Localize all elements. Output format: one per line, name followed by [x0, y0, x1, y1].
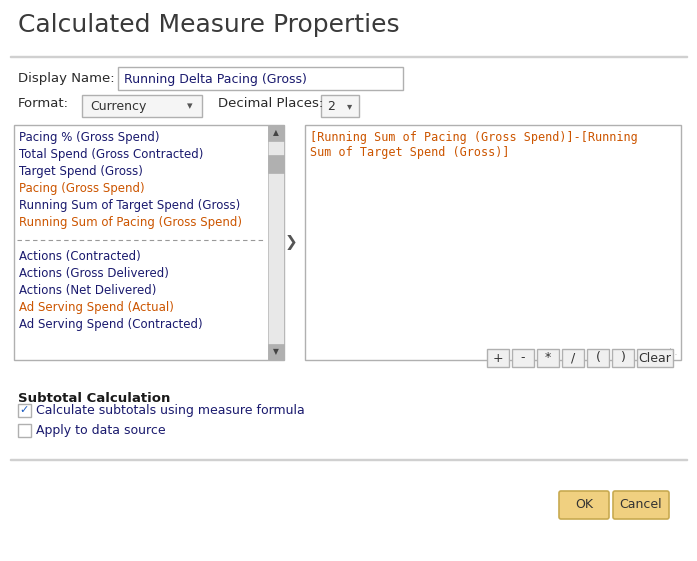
Bar: [18, 424, 31, 437]
Text: Running Sum of Pacing (Gross Spend): Running Sum of Pacing (Gross Spend): [19, 216, 242, 229]
Bar: [14, 125, 284, 360]
Text: Apply to data source: Apply to data source: [36, 424, 166, 437]
Text: Decimal Places:: Decimal Places:: [218, 96, 323, 109]
Text: OK: OK: [575, 499, 593, 512]
Bar: [268, 155, 284, 173]
Bar: [10, 459, 687, 460]
Bar: [268, 125, 284, 141]
Text: Running Sum of Target Spend (Gross): Running Sum of Target Spend (Gross): [19, 199, 240, 212]
FancyBboxPatch shape: [559, 491, 609, 519]
Text: Running Delta Pacing (Gross): Running Delta Pacing (Gross): [124, 72, 307, 85]
Text: +: +: [493, 352, 503, 365]
Text: *: *: [545, 352, 551, 365]
Text: Pacing (Gross Spend): Pacing (Gross Spend): [19, 182, 144, 195]
Text: ): ): [620, 352, 625, 365]
Text: Actions (Gross Delivered): Actions (Gross Delivered): [19, 267, 169, 280]
Text: ❯: ❯: [284, 234, 298, 250]
Text: Format:: Format:: [18, 96, 69, 109]
Bar: [10, 56, 687, 57]
Bar: [537, 349, 559, 367]
Bar: [82, 95, 202, 117]
Bar: [587, 349, 609, 367]
Bar: [612, 349, 634, 367]
Bar: [512, 349, 534, 367]
Text: (: (: [595, 352, 600, 365]
Text: Currency: Currency: [90, 99, 146, 113]
Bar: [321, 95, 359, 117]
Text: Sum of Target Spend (Gross)]: Sum of Target Spend (Gross)]: [310, 146, 510, 159]
Text: ⋱: ⋱: [668, 347, 677, 356]
Text: ▼: ▼: [273, 347, 279, 356]
Text: Clear: Clear: [638, 352, 671, 365]
Text: ▾: ▾: [187, 101, 193, 111]
Bar: [18, 404, 31, 417]
Text: Calculated Measure Properties: Calculated Measure Properties: [18, 13, 399, 37]
Bar: [487, 349, 509, 367]
Bar: [268, 125, 284, 360]
Text: Total Spend (Gross Contracted): Total Spend (Gross Contracted): [19, 148, 204, 161]
Text: -: -: [521, 352, 526, 365]
Text: Ad Serving Spend (Actual): Ad Serving Spend (Actual): [19, 301, 174, 314]
Text: Calculate subtotals using measure formula: Calculate subtotals using measure formul…: [36, 404, 305, 417]
Text: Target Spend (Gross): Target Spend (Gross): [19, 165, 143, 178]
Bar: [305, 125, 681, 360]
Bar: [562, 349, 584, 367]
Text: Display Name:: Display Name:: [18, 71, 114, 85]
Text: Ad Serving Spend (Contracted): Ad Serving Spend (Contracted): [19, 318, 203, 331]
Text: Cancel: Cancel: [620, 499, 662, 512]
Text: Actions (Net Delivered): Actions (Net Delivered): [19, 284, 156, 297]
Text: ✓: ✓: [20, 406, 29, 416]
Bar: [118, 67, 403, 90]
Text: [Running Sum of Pacing (Gross Spend)]-[Running: [Running Sum of Pacing (Gross Spend)]-[R…: [310, 131, 638, 144]
Text: ▾: ▾: [347, 101, 353, 111]
Text: Subtotal Calculation: Subtotal Calculation: [18, 392, 170, 405]
Text: Actions (Contracted): Actions (Contracted): [19, 250, 141, 263]
Text: Pacing % (Gross Spend): Pacing % (Gross Spend): [19, 131, 160, 144]
Text: /: /: [571, 352, 575, 365]
Bar: [268, 344, 284, 360]
FancyBboxPatch shape: [613, 491, 669, 519]
Bar: [637, 349, 673, 367]
Text: 2: 2: [327, 99, 335, 113]
Text: ▲: ▲: [273, 128, 279, 137]
